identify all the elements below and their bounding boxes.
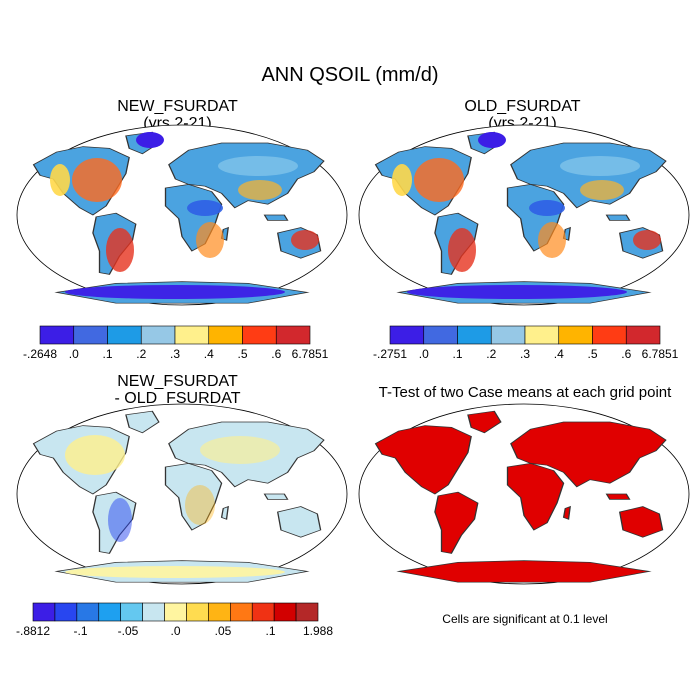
diff-colorbar-box-4 [120,602,143,622]
old-colorbar-box-7 [625,325,661,345]
map-old-features [392,132,661,299]
new-colorbar-box-0 [39,325,75,345]
diff-colorbar-box-1 [54,602,78,622]
diff-colorbar-label-0: -.8812 [16,624,50,638]
new-colorbar-box-4 [174,325,210,345]
panel-title-diff: NEW_FSURDAT - OLD_FSURDAT [60,373,295,407]
panel-diff-line1: NEW_FSURDAT [117,373,238,390]
old-colorbar-box-1 [423,325,458,345]
new-colorbar-box-2 [107,325,142,345]
old-colorbar-box-6 [592,325,627,345]
diff-colorbar-box-12 [295,602,319,622]
old-colorbar-box-3 [490,325,526,345]
diff-colorbar-box-2 [76,602,100,622]
map-diff-features [65,435,285,578]
diff-colorbar-box-11 [273,602,297,622]
old-colorbar-label-5: .4 [554,347,564,361]
panel-diff-line2: - OLD_FSURDAT [114,390,241,407]
new-colorbar-label-1: .0 [69,347,79,361]
old-colorbar-label-0: -.2751 [373,347,407,361]
old-colorbar-box-5 [558,325,593,345]
old-colorbar-label-4: .3 [520,347,530,361]
old-colorbar-label-3: .2 [486,347,496,361]
old-colorbar-box-4 [524,325,560,345]
new-colorbar-box-5 [208,325,243,345]
map-diff [17,404,347,584]
old-colorbar-label-6: .5 [587,347,597,361]
old-colorbar-label-2: .1 [452,347,462,361]
diff-colorbar-box-6 [164,602,187,622]
diff-colorbar-label-1: -.1 [73,624,87,638]
diff-colorbar-label-2: -.05 [118,624,139,638]
new-colorbar-label-4: .3 [170,347,180,361]
ttest-note: Cells are significant at 0.1 level [442,612,608,626]
figure-title: ANN QSOIL (mm/d) [261,64,439,86]
panel-ttest-title: T-Test of two Case means at each grid po… [378,384,672,401]
panel-old-name: OLD_FSURDAT [464,98,581,115]
new-colorbar-box-1 [73,325,108,345]
map-old [359,125,689,305]
diff-colorbar-box-8 [208,602,231,622]
old-colorbar-box-0 [389,325,425,345]
map-new [17,125,347,305]
diff-colorbar-label-3: .0 [170,624,180,638]
diff-colorbar-label-6: 1.988 [303,624,333,638]
diff-colorbar-label-5: .1 [265,624,275,638]
new-colorbar-label-7: .6 [271,347,281,361]
diff-colorbar-box-0 [32,602,56,622]
colorbar-old: -.2751 .0 .1 .2 .3 .4 .5 .6 6.7851 [373,325,679,361]
old-colorbar-box-2 [457,325,492,345]
new-colorbar-label-0: -.2648 [23,347,57,361]
new-colorbar-label-6: .5 [237,347,247,361]
diff-colorbar-label-4: .05 [215,624,232,638]
new-colorbar-box-3 [140,325,176,345]
old-colorbar-label-8: 6.7851 [642,347,679,361]
new-colorbar-label-5: .4 [204,347,214,361]
diff-colorbar-box-7 [186,602,209,622]
map-new-features [50,132,319,299]
new-colorbar-label-2: .1 [102,347,112,361]
new-colorbar-box-6 [242,325,277,345]
new-colorbar-box-7 [275,325,311,345]
old-colorbar-label-1: .0 [419,347,429,361]
new-colorbar-label-8: 6.7851 [292,347,329,361]
new-colorbar-label-3: .2 [136,347,146,361]
map-ttest [359,404,689,584]
panel-new-name: NEW_FSURDAT [117,98,238,115]
diff-colorbar-box-3 [98,602,121,622]
diff-colorbar-box-10 [251,602,275,622]
colorbar-new: -.2648 .0 .1 .2 .3 .4 .5 .6 6.7851 [23,325,329,361]
diff-colorbar-box-5 [142,602,165,622]
colorbar-diff: -.8812 -.1 -.05 .0 .05 .1 1.988 [16,602,333,638]
diff-colorbar-box-9 [230,602,253,622]
old-colorbar-label-7: .6 [621,347,631,361]
